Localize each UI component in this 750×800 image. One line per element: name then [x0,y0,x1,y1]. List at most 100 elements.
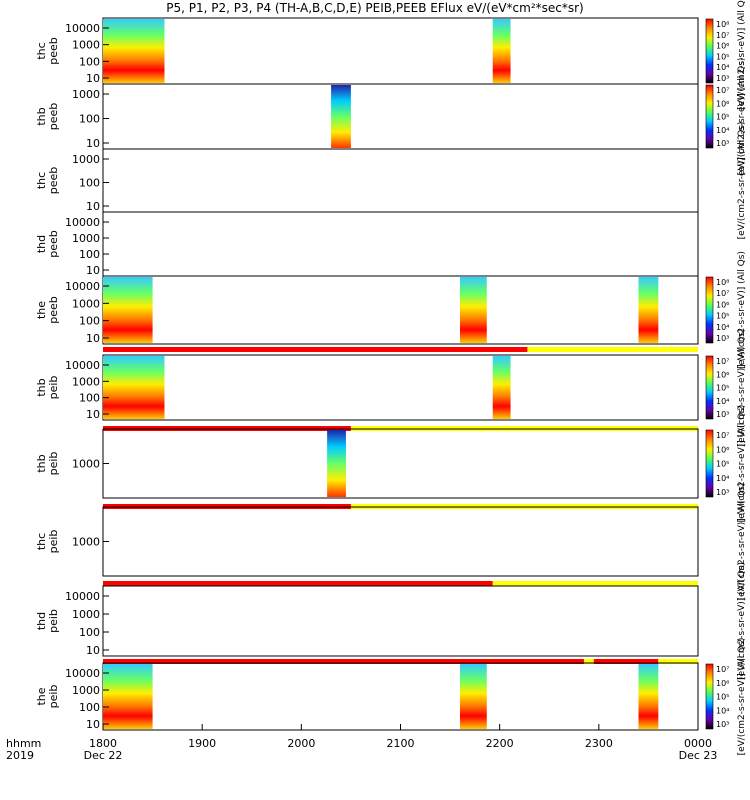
colorbar-tick-label: 10⁶ [716,445,729,454]
panel-frame [102,506,699,577]
y-axis-label: thd [35,612,48,630]
spectrogram-block [492,356,511,419]
mode-bar-segment [593,659,659,664]
colorbar-tick-label: 10⁷ [716,665,729,674]
y-tick-label: 10 [86,137,100,150]
colorbar-tick-label: 10⁴ [716,474,729,483]
y-tick-label: 1000 [72,297,100,310]
y-tick-label: 1000 [72,684,100,697]
y-axis-label: peeb [47,296,60,324]
colorbar-label: [eV/(cm2-s-sr-eV)] (All Qs) [737,562,747,680]
y-tick-label: 10000 [65,22,100,35]
panel-frame [102,83,699,150]
y-tick-label: 10 [86,644,100,657]
panel-frame [102,354,699,421]
y-axis-label: thc [35,533,48,550]
y-axis-label: peib [47,609,60,633]
y-axis-label: the [35,301,48,319]
colorbar [705,84,714,149]
mode-bar-segment [103,347,528,352]
y-tick-label: 1000 [72,458,100,471]
colorbar [705,18,714,84]
spectrogram-block [103,19,165,83]
x-tick-label: 0000 [684,737,712,750]
x-tick-label: 2000 [287,737,315,750]
y-tick-label: 10 [86,408,100,421]
y-axis-label: peeb [47,37,60,65]
y-tick-label: 1000 [72,88,100,101]
mode-bar-segment [492,581,698,586]
y-tick-label: 1000 [72,232,100,245]
plot-title: P5, P1, P2, P3, P4 (TH-A,B,C,D,E) PEIB,P… [166,1,584,15]
y-axis-label: the [35,687,48,705]
colorbar [705,663,714,730]
spectrogram-panel: 1000 100 10 thb peeb 10⁷ 10⁶ 10⁵ 10⁴ 10³ [eV/(cm2-… [35,58,747,176]
y-tick-label: 10000 [65,216,100,229]
x-tick-date: Dec 22 [84,749,123,762]
spectrogram-block [327,430,346,497]
colorbar-tick-label: 10⁶ [716,99,729,108]
panel-frame [102,17,699,85]
y-tick-label: 100 [79,248,100,261]
y-tick-label: 100 [79,55,100,68]
y-axis-label: peeb [47,103,60,131]
colorbar-tick-label: 10⁷ [716,31,729,40]
y-tick-label: 100 [79,315,100,328]
y-tick-label: 10 [86,72,100,85]
spectrogram-panel: 1000 thb peib 10⁷ 10⁶ 10⁵ 10⁴ 10³ [eV/(cm2-s-sr-… [35,405,747,523]
y-axis-label: peib [47,376,60,400]
colorbar-label: [eV/(cm2-s-sr-eV)] (All Qs) [737,638,747,756]
colorbar-tick-label: 10³ [716,74,729,83]
y-tick-label: 1000 [72,536,100,549]
x-tick-label: 2300 [585,737,613,750]
colorbar-tick-label: 10⁶ [716,679,729,688]
spectrogram-panel: 10000 1000 100 10 thd peib [eV/(cm2-s-sr-eV)] … [35,562,747,680]
y-axis-label: thb [35,378,48,396]
spectrogram-panel: 10000 1000 100 10 the peeb 10⁸ 10⁷ 10⁶ 10⁵ 10⁴ 10³ [… [35,251,747,369]
colorbar-tick-label: 10⁸ [716,278,729,287]
colorbar-tick-label: 10⁷ [716,357,729,366]
y-axis-label: thb [35,454,48,472]
y-axis-label: peeb [47,167,60,195]
spectrogram-block [103,664,153,729]
colorbar-tick-label: 10³ [716,139,729,148]
spectrogram-block [331,85,351,148]
y-axis-label: thd [35,235,48,253]
y-tick-label: 100 [79,701,100,714]
colorbar-tick-label: 10⁷ [716,431,729,440]
y-axis-label: peib [47,530,60,554]
colorbar-label: [eV/(cm2-s-sr-eV)] (All Qs) [737,251,747,369]
colorbar-tick-label: 10⁵ [716,384,729,393]
colorbar-tick-label: 10³ [716,334,729,343]
y-tick-label: 100 [79,392,100,405]
colorbar [705,355,714,420]
spectrogram-panel: 10000 1000 100 10 the peib 10⁷ 10⁶ 10⁵ 10⁴ 10³ [eV/… [35,638,747,756]
y-axis-label: peib [47,452,60,476]
colorbar-tick-label: 10⁴ [716,706,729,715]
y-tick-label: 10 [86,264,100,277]
panel-frame [102,428,699,499]
spectrogram-block [460,664,487,729]
colorbar-label: [eV/(cm2-s-sr-eV)] (All Qs) [737,405,747,523]
y-tick-label: 1000 [72,153,100,166]
y-tick-label: 1000 [72,375,100,388]
panel-frame [102,211,699,277]
panel-frame [102,585,699,657]
year-label: 2019 [6,749,34,762]
mode-bar-segment [583,659,594,664]
colorbar-tick-label: 10⁵ [716,52,729,61]
colorbar-label: [eV/(cm2-s-sr-eV)] (All Qs) [737,329,747,447]
colorbar-label: [eV/(cm2-s-sr-eV)] (All Qs) [737,122,747,240]
y-tick-label: 100 [79,177,100,190]
mode-bar-segment [103,659,584,664]
time-format-label: hhmm [6,737,41,750]
y-tick-label: 10000 [65,667,100,680]
y-tick-label: 10 [86,718,100,731]
colorbar-tick-label: 10⁵ [716,693,729,702]
colorbar-tick-label: 10⁶ [716,300,729,309]
colorbar-tick-label: 10⁷ [716,86,729,95]
x-tick-label: 1900 [188,737,216,750]
colorbar-tick-label: 10⁴ [716,63,729,72]
spectrogram-block [492,19,511,83]
